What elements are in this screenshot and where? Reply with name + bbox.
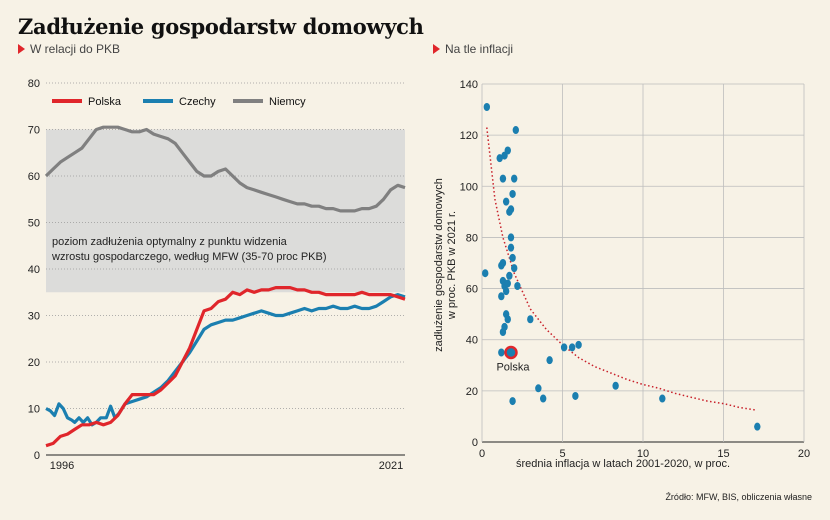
source-note: Źródło: MFW, BIS, obliczenia własne xyxy=(665,492,812,502)
scatter-point xyxy=(483,103,491,112)
scatter-point xyxy=(502,197,510,206)
right-subtitle: Na tle inflacji xyxy=(433,42,513,56)
y-tick-label: 80 xyxy=(466,232,478,244)
scatter-point xyxy=(506,271,513,280)
y-tick-label: 60 xyxy=(28,171,40,183)
germany-line xyxy=(44,125,406,213)
scatter-point xyxy=(504,146,511,155)
scatter-point xyxy=(512,126,520,135)
scatter-point xyxy=(535,384,542,393)
scatter-point xyxy=(498,348,505,357)
scatter-point xyxy=(482,269,489,278)
y-tick-label: 120 xyxy=(460,130,478,142)
scatter-point xyxy=(509,397,516,406)
y-tick-label: 80 xyxy=(28,78,40,90)
x-tick-label: 10 xyxy=(637,448,649,460)
scatter-point xyxy=(496,154,503,163)
scatter-point xyxy=(546,356,553,365)
scatter-point xyxy=(507,205,515,214)
x-axis-label: średnia inflacja w latach 2001-2020, w p… xyxy=(516,458,730,470)
poland-highlight-label: Polska xyxy=(496,362,530,374)
red-triangle-icon xyxy=(18,44,25,54)
red-triangle-icon xyxy=(433,44,440,54)
scatter-point xyxy=(499,259,507,267)
right-subtitle-text: Na tle inflacji xyxy=(445,42,514,56)
scatter-point xyxy=(502,287,510,296)
y-tick-label: 40 xyxy=(466,335,478,347)
y-tick-label: 60 xyxy=(466,284,478,296)
band-label-line-2: wzrostu gospodarczego, według MFW (35-70… xyxy=(51,251,327,263)
y-tick-label: 70 xyxy=(28,125,40,137)
x-tick-label: 20 xyxy=(798,448,810,460)
y-axis-label: zadłużenie gospodarstw domowychw proc. P… xyxy=(433,178,458,352)
scatter-point xyxy=(514,282,521,291)
poland-highlight-point xyxy=(504,345,518,360)
scatter-point xyxy=(560,343,568,352)
y-tick-label: 20 xyxy=(466,386,478,398)
scatter-point xyxy=(539,394,547,403)
scatter-point xyxy=(568,343,576,352)
y-tick-label: 0 xyxy=(34,450,40,462)
page-title: Zadłużenie gospodarstw domowych xyxy=(18,14,424,39)
scatter-point xyxy=(501,322,508,331)
trend-curve xyxy=(486,127,756,411)
scatter-point xyxy=(511,174,518,183)
x-tick-label: 1996 xyxy=(50,460,74,472)
poland-line xyxy=(45,286,406,448)
x-tick-label: 15 xyxy=(717,448,729,460)
y-tick-label: 140 xyxy=(460,79,478,91)
y-tick-label: 10 xyxy=(28,404,40,416)
scatter-point xyxy=(498,292,505,301)
scatter-point xyxy=(659,394,666,403)
y-tick-label: 20 xyxy=(28,357,40,369)
x-tick-label: 0 xyxy=(479,448,485,460)
legend-label: Czechy xyxy=(179,96,216,108)
czech-line xyxy=(45,293,406,427)
scatter-point xyxy=(499,174,507,183)
x-tick-label: 2021 xyxy=(379,460,403,472)
y-tick-label: 50 xyxy=(28,218,40,230)
scatter-point xyxy=(509,253,516,262)
band-label-line-1: poziom zadłużenia optymalny z punktu wid… xyxy=(52,236,288,248)
left-subtitle-text: W relacji do PKB xyxy=(30,42,121,56)
scatter-point xyxy=(754,422,761,431)
y-tick-label: 40 xyxy=(28,264,40,276)
scatter-point xyxy=(507,233,515,242)
x-tick-label: 5 xyxy=(559,448,565,460)
left-subtitle: W relacji do PKB xyxy=(18,42,120,56)
scatter-point xyxy=(504,279,511,288)
scatter-point xyxy=(511,264,518,273)
y-tick-label: 30 xyxy=(28,311,40,323)
scatter-point xyxy=(572,391,579,400)
scatter-point xyxy=(507,243,515,252)
legend-label: Polska xyxy=(88,96,122,108)
y-tick-label: 100 xyxy=(460,181,478,193)
legend-label: Niemcy xyxy=(269,96,306,108)
y-tick-label: 0 xyxy=(472,437,478,449)
scatter-point xyxy=(575,340,582,349)
scatter-point xyxy=(527,315,534,324)
scatter-point xyxy=(612,381,619,390)
scatter-point xyxy=(509,189,516,198)
scatter-point xyxy=(504,315,511,324)
